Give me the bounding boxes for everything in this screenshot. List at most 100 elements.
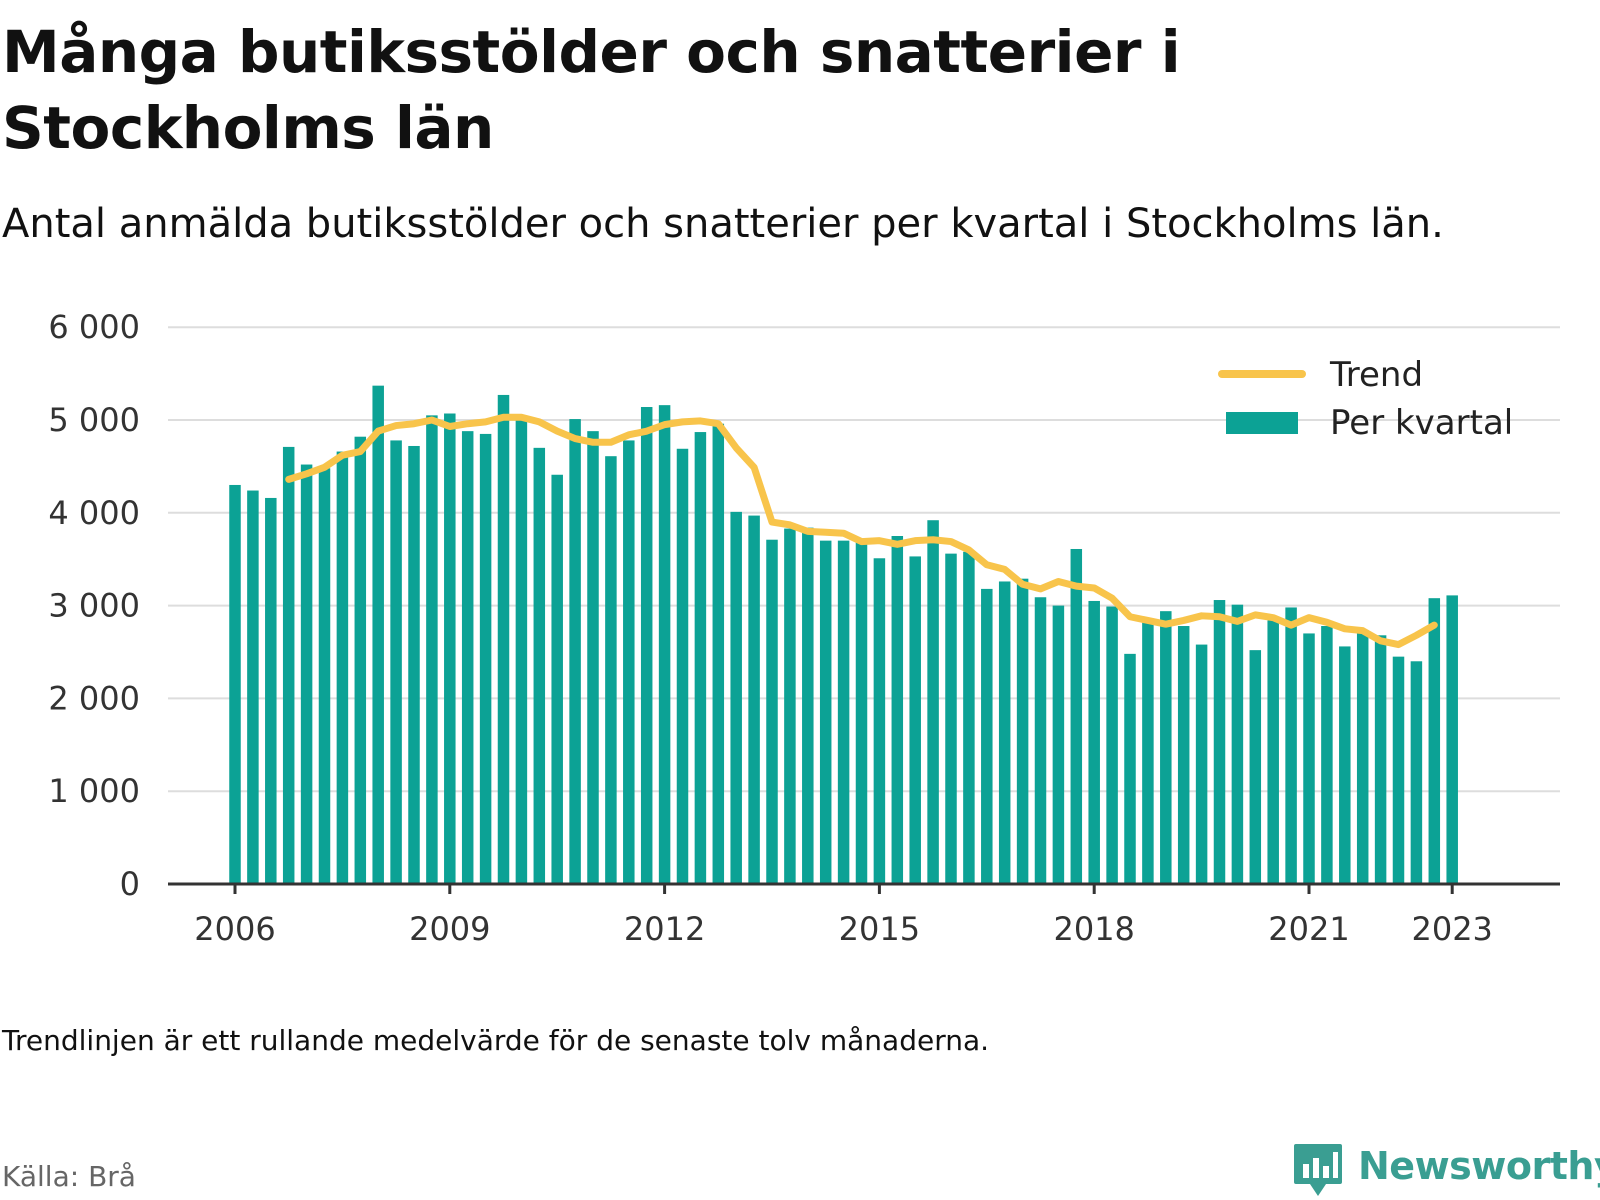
bar — [372, 385, 384, 884]
bar — [623, 440, 635, 884]
bar — [1410, 661, 1423, 884]
bar — [1195, 644, 1208, 884]
x-tick-label: 2021 — [1268, 910, 1349, 948]
bar — [1160, 611, 1172, 884]
x-tick-label: 2018 — [1053, 910, 1134, 948]
bar — [837, 540, 850, 884]
bar — [1052, 605, 1065, 884]
bar — [533, 447, 546, 884]
chart-subtitle: Antal anmälda butiksstölder och snatteri… — [2, 201, 1444, 247]
x-axis: 2006 2009 2012 2015 2018 2021 2023 — [168, 882, 1560, 948]
y-tick-label: 1 000 — [48, 772, 140, 810]
brand-name: Newsworthy — [1358, 1144, 1600, 1188]
bar — [1303, 633, 1315, 884]
bar — [1034, 597, 1047, 884]
y-tick-label: 2 000 — [48, 679, 140, 717]
bar — [1321, 626, 1333, 884]
bar — [408, 445, 420, 884]
x-tick-label: 2015 — [839, 910, 920, 948]
bar — [712, 423, 725, 884]
bar — [1392, 656, 1405, 884]
bar — [1124, 653, 1136, 884]
bar — [265, 497, 277, 884]
bar — [998, 581, 1011, 884]
y-axis-ticks: 0 1 000 2 000 3 000 4 000 5 000 6 000 — [48, 308, 140, 903]
chart-title: Många butiksstölder och snatterier i Sto… — [2, 18, 1181, 162]
bar — [587, 431, 599, 884]
trend-line — [285, 413, 1438, 649]
legend-trend-label: Trend — [1329, 355, 1423, 395]
bar — [300, 464, 313, 884]
bar — [426, 415, 438, 884]
bar — [927, 520, 939, 884]
bar — [390, 440, 402, 884]
bar — [802, 527, 814, 884]
newsworthy-logo-icon — [1294, 1144, 1342, 1196]
bar — [945, 553, 957, 884]
bar — [1070, 548, 1083, 884]
newsworthy-logo[interactable]: Newsworthy — [1292, 1142, 1600, 1198]
x-tick-label: 2012 — [624, 910, 705, 948]
bar — [855, 538, 868, 884]
bar — [1249, 650, 1262, 884]
bar — [676, 448, 689, 884]
bar — [891, 536, 904, 884]
bar — [1088, 600, 1100, 884]
bar — [1106, 606, 1118, 884]
trend-line-group — [285, 413, 1438, 649]
bar — [282, 446, 295, 884]
bar — [1231, 604, 1244, 884]
bar — [963, 551, 975, 884]
bar — [1213, 600, 1226, 884]
y-tick-label: 5 000 — [48, 401, 140, 439]
bar — [1267, 620, 1279, 884]
bar — [748, 515, 760, 884]
bar — [229, 484, 241, 884]
bar — [247, 490, 259, 884]
y-tick-label: 3 000 — [48, 587, 140, 625]
bars-per-kvartal — [229, 385, 1458, 884]
bar — [605, 456, 617, 884]
legend-per-kvartal-label: Per kvartal — [1330, 403, 1513, 443]
bar — [640, 407, 653, 884]
bar — [730, 511, 742, 884]
bar — [694, 432, 707, 884]
x-tick-label: 2006 — [194, 910, 275, 948]
bar — [1339, 646, 1351, 884]
x-tick-label: 2023 — [1411, 910, 1492, 948]
bar — [318, 468, 331, 884]
bar — [819, 540, 832, 884]
bar — [1356, 633, 1369, 884]
bar — [497, 394, 510, 884]
bar — [515, 420, 528, 884]
bar — [658, 405, 671, 884]
bar — [981, 588, 993, 884]
y-tick-label: 4 000 — [48, 494, 140, 532]
bar — [873, 558, 886, 884]
bar — [1016, 578, 1029, 884]
bar — [1285, 607, 1297, 884]
bar — [1374, 635, 1387, 884]
bar — [354, 436, 367, 884]
legend: Trend Per kvartal — [1218, 355, 1513, 443]
bar — [569, 419, 581, 884]
y-tick-label: 0 — [120, 865, 140, 903]
bar-line-chart: 0 1 000 2 000 3 000 4 000 5 000 6 000 2006 2009… — [48, 308, 1560, 948]
bar — [784, 528, 796, 884]
legend-per-kvartal-swatch — [1226, 412, 1298, 434]
bar — [479, 433, 492, 884]
chart-footnote: Trendlinjen är ett rullande medelvärde f… — [2, 1024, 990, 1057]
bar — [1142, 620, 1154, 884]
source-label: Källa: Brå — [2, 1160, 136, 1193]
bar — [909, 556, 921, 884]
bar — [1428, 598, 1441, 884]
bar — [1177, 626, 1190, 884]
bar — [336, 451, 349, 884]
bar — [1446, 595, 1458, 884]
bar — [461, 431, 474, 884]
y-tick-label: 6 000 — [48, 308, 140, 346]
bar — [551, 474, 563, 884]
bar — [444, 413, 456, 884]
bar — [766, 539, 778, 884]
x-tick-label: 2009 — [409, 910, 490, 948]
